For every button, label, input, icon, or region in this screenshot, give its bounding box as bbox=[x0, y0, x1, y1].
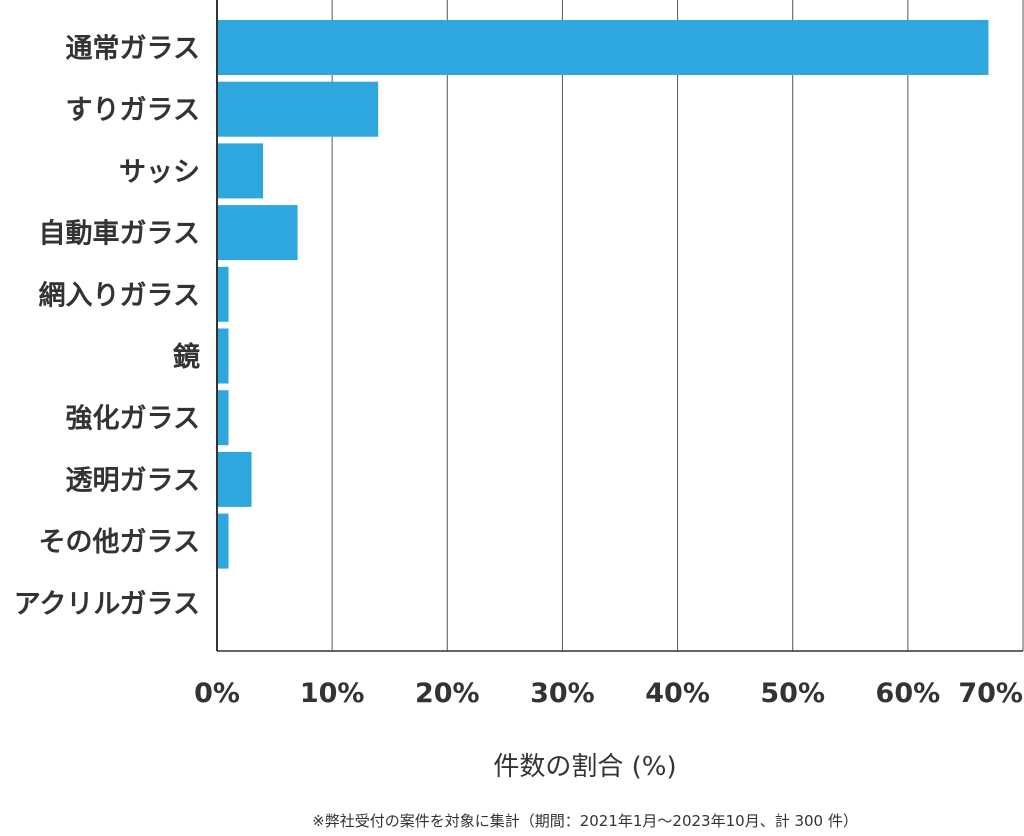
bar-1 bbox=[217, 20, 989, 75]
bar-6 bbox=[217, 328, 229, 384]
x-tick-label-30: 30% bbox=[530, 678, 595, 709]
category-label-2: すりガラス bbox=[66, 95, 200, 126]
axes bbox=[216, 0, 1023, 652]
footnote: ※弊社受付の案件を対象に集計（期間：2021年1月～2023年10月、計 300… bbox=[312, 812, 858, 830]
x-tick-label-50: 50% bbox=[760, 678, 825, 709]
category-label-5: 網入りガラス bbox=[39, 279, 200, 311]
bar-4 bbox=[217, 205, 298, 261]
category-label-10: アクリルガラス bbox=[14, 589, 200, 620]
bar-2 bbox=[217, 81, 379, 137]
tick-labels: 0% 10% 20% 30% 40% 50% 60% 70% bbox=[194, 678, 1023, 709]
category-label-1: 通常ガラス bbox=[66, 34, 200, 65]
bar-9 bbox=[217, 513, 229, 569]
x-tick-label-60: 60% bbox=[876, 678, 941, 709]
category-label-9: その他ガラス bbox=[39, 527, 200, 558]
bar-8 bbox=[217, 451, 252, 507]
x-axis-title: 件数の割合 (%) bbox=[493, 752, 676, 782]
grid-lines bbox=[331, 0, 1024, 651]
category-label-7: 強化ガラス bbox=[66, 404, 200, 435]
category-label-6: 鏡 bbox=[173, 341, 200, 373]
category-label-8: 透明ガラス bbox=[66, 465, 200, 496]
category-label-4: 自動車ガラス bbox=[39, 218, 200, 250]
x-tick-label-20: 20% bbox=[415, 678, 480, 709]
bar-3 bbox=[217, 143, 264, 199]
x-tick-label-10: 10% bbox=[300, 678, 365, 709]
x-tick-label-40: 40% bbox=[645, 678, 710, 709]
x-tick-label-0: 0% bbox=[194, 678, 240, 709]
bars bbox=[217, 20, 989, 569]
bar-5 bbox=[217, 266, 229, 322]
x-tick-label-70: 70% bbox=[958, 678, 1023, 709]
category-label-3: サッシ bbox=[119, 157, 200, 188]
category-labels: 通常ガラスすりガラスサッシ自動車ガラス網入りガラス鏡強化ガラス透明ガラスその他ガ… bbox=[14, 34, 200, 620]
bar-7 bbox=[217, 390, 229, 446]
